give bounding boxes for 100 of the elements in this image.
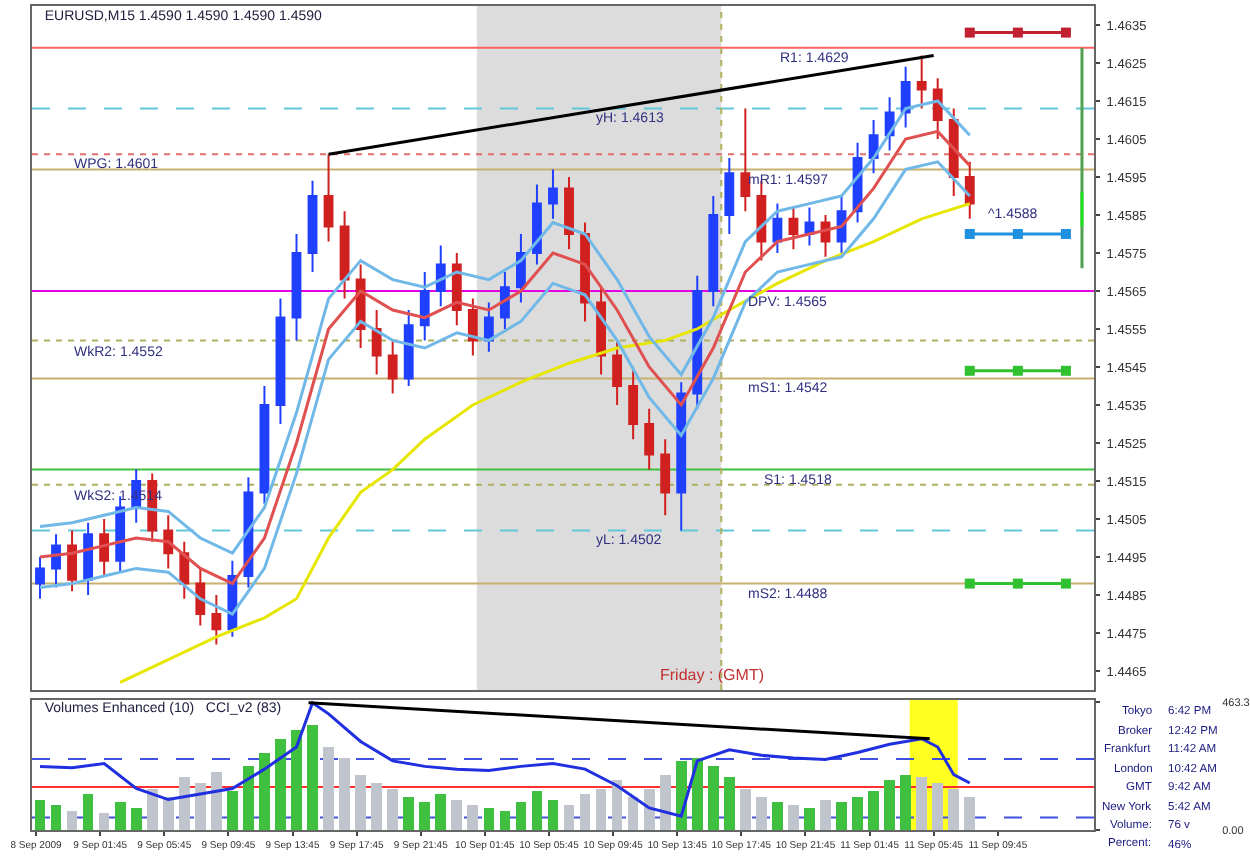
line-series (38, 701, 972, 818)
candlestick (275, 297, 286, 425)
point (1060, 27, 1071, 38)
bar (162, 796, 174, 830)
point (1012, 578, 1023, 589)
candlestick (67, 529, 77, 593)
bar (291, 730, 302, 830)
bar (50, 805, 62, 830)
bar (211, 771, 222, 830)
candlestick (900, 65, 911, 129)
candlestick (435, 244, 446, 308)
candlestick (868, 119, 879, 175)
bar (403, 796, 415, 830)
candlestick (916, 54, 927, 110)
bar (948, 788, 960, 830)
bar (66, 810, 78, 830)
bar (723, 777, 735, 830)
bar (307, 724, 318, 830)
bar (387, 788, 399, 830)
point (964, 365, 975, 376)
bar (82, 794, 94, 830)
bar (114, 802, 126, 830)
bar (804, 807, 815, 830)
bar (932, 782, 944, 830)
candlestick (35, 556, 45, 600)
candlestick (99, 518, 110, 577)
candlestick (612, 339, 623, 406)
point (964, 27, 975, 38)
bar (643, 788, 655, 830)
bar (259, 752, 270, 830)
candlestick (307, 179, 318, 273)
candlestick (195, 567, 206, 627)
bar (178, 777, 190, 830)
candlestick (483, 301, 494, 353)
candlestick (211, 594, 222, 646)
bar (483, 807, 495, 830)
bar (659, 774, 671, 830)
bar (467, 805, 479, 830)
candlestick (628, 366, 639, 441)
candlestick (676, 381, 687, 532)
bar (98, 813, 110, 830)
bar (275, 738, 286, 830)
bar (451, 799, 463, 830)
bar (868, 791, 879, 830)
bar (772, 802, 783, 830)
candlestick (564, 176, 574, 251)
bar (579, 794, 591, 830)
candlestick (371, 309, 382, 376)
point (1012, 27, 1023, 38)
bar (194, 782, 206, 830)
bar (852, 796, 863, 830)
bar (691, 758, 703, 830)
candlestick (932, 77, 943, 140)
bar (499, 810, 511, 830)
candlestick (51, 533, 61, 589)
point (1060, 578, 1071, 589)
candlestick (467, 297, 478, 357)
candlestick (708, 195, 719, 308)
candlestick (772, 202, 783, 254)
candlestick (740, 107, 751, 213)
bar (900, 774, 911, 830)
bar (435, 794, 447, 830)
candlestick (387, 339, 398, 395)
bar (563, 805, 575, 830)
point (964, 578, 975, 589)
annotation: Friday : (GMT) (660, 666, 765, 684)
bar (515, 802, 527, 830)
bar (740, 788, 751, 830)
bar (836, 802, 847, 830)
bar (339, 758, 350, 830)
bar (756, 796, 767, 830)
bar (820, 799, 831, 830)
bar (227, 791, 238, 830)
candlestick (499, 271, 510, 330)
point (1060, 365, 1071, 376)
candlestick (788, 206, 799, 251)
candlestick (644, 407, 655, 471)
bar (531, 791, 543, 830)
candlestick (548, 168, 558, 220)
candlestick (403, 309, 414, 387)
bar (547, 799, 559, 830)
bar (595, 788, 607, 830)
bar (916, 777, 928, 830)
bar (371, 782, 382, 830)
bar (707, 766, 719, 830)
candlestick (323, 153, 334, 243)
point (1012, 229, 1023, 239)
bar (34, 799, 46, 830)
bar (130, 807, 142, 830)
bar (243, 766, 254, 830)
line-series (118, 202, 972, 684)
point (1012, 365, 1023, 376)
candlestick (532, 183, 542, 266)
bar (146, 788, 158, 830)
bar (884, 780, 895, 830)
candlestick (259, 385, 270, 505)
candlestick (83, 521, 94, 596)
candlestick (964, 160, 975, 220)
candlestick (660, 438, 671, 517)
candlestick (419, 271, 430, 342)
